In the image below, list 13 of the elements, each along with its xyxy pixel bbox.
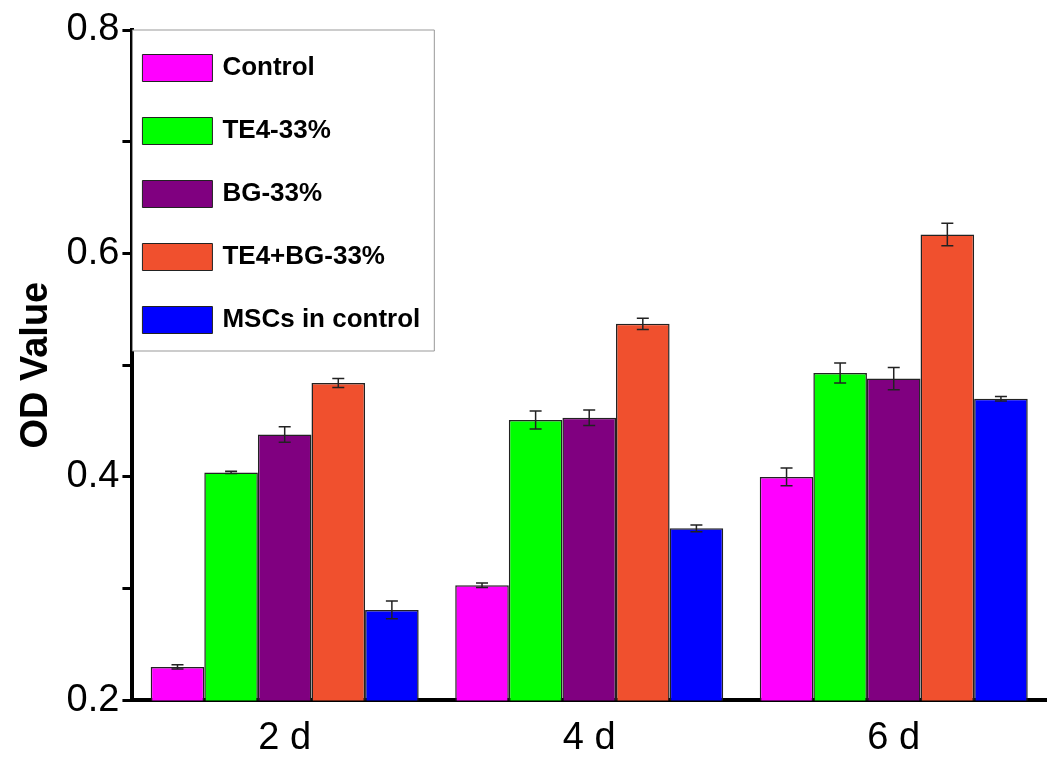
x-tick-label: 6 d [867,714,921,757]
y-axis-title: OD Value [13,281,56,449]
x-tick-label: 2 d [258,714,312,757]
legend-label: MSCs in control [222,303,421,334]
legend-label: Control [222,51,315,82]
y-tick-label: 0.4 [66,453,120,496]
x-tick-label: 4 d [562,714,616,757]
legend-label: TE4+BG-33% [222,240,385,271]
y-tick-label: 0.6 [66,229,120,272]
y-tick-label: 0.2 [66,676,120,719]
y-tick-label: 0.8 [66,6,120,49]
legend-label: TE4-33% [222,114,331,145]
legend-label: BG-33% [222,177,323,208]
